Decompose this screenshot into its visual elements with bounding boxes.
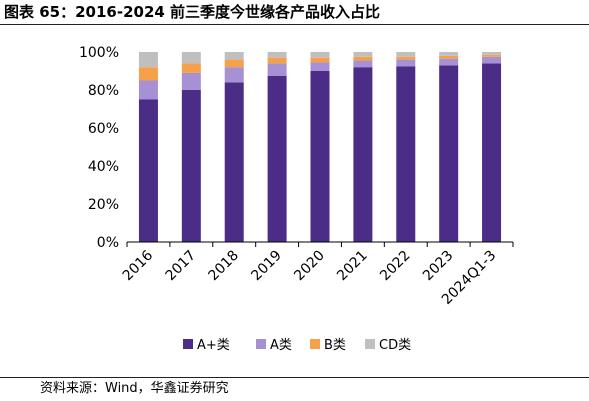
bar-segment-2019-series-3: [267, 52, 287, 58]
bar-segment-2019-series-2: [267, 57, 287, 64]
bar-segment-2016-series-1: [138, 80, 158, 100]
bar-segment-2017-series-0: [181, 90, 201, 242]
bar-segment-2023-series-2: [439, 55, 459, 59]
stacked-bar-chart: 0%20%40%60%80%100% 2016 2017 2018 2019 2020 2…: [79, 45, 514, 353]
bar-segment-2024Q1-3-series-3: [482, 52, 502, 55]
legend-swatch-0: [183, 339, 193, 349]
legend-label-3: CD类: [379, 338, 411, 353]
y-axis-ticks: 0% 20% 40% 60% 80% 100%: [79, 45, 119, 251]
bar-segment-2024Q1-3-series-2: [482, 54, 502, 57]
bar-segment-2021-series-3: [353, 52, 373, 57]
y-tick-label: 0%: [97, 235, 119, 251]
bar-segment-2018-series-1: [224, 67, 244, 83]
bar-segment-2020-series-2: [310, 57, 330, 63]
bar-segment-2018-series-0: [224, 82, 244, 243]
source-note: 资料来源：Wind，华鑫证券研究: [40, 381, 229, 396]
bar-segment-2021-series-1: [353, 60, 373, 68]
bar-segment-2017-series-2: [181, 63, 201, 73]
y-tick-label: 60%: [88, 121, 119, 137]
legend-label-0: A+类: [197, 338, 230, 353]
x-tick-label-2020: 2020: [291, 248, 328, 285]
bar-segment-2023-series-3: [439, 52, 459, 56]
footer-divider: [0, 377, 589, 378]
bar-segment-2021-series-2: [353, 56, 373, 61]
chart-title: 图表 65：2016-2024 前三季度今世缘各产品收入占比: [4, 3, 381, 21]
bar-segment-2024Q1-3-series-0: [482, 63, 502, 243]
bar-segment-2022-series-3: [396, 52, 416, 57]
bar-segment-2020-series-1: [310, 62, 330, 71]
legend-swatch-1: [256, 339, 266, 349]
bar-segment-2019-series-1: [267, 63, 287, 76]
y-tick-label: 100%: [79, 45, 119, 61]
bar-segment-2016-series-3: [138, 52, 158, 68]
bar-segment-2017-series-3: [181, 52, 201, 64]
x-tick-label-2017: 2017: [163, 248, 200, 285]
x-tick-label-2016: 2016: [120, 247, 157, 284]
x-tick-label-2019: 2019: [248, 248, 285, 285]
legend-label-2: B类: [324, 338, 346, 353]
bar-segment-2018-series-3: [224, 52, 244, 60]
legend-label-1: A类: [270, 338, 292, 353]
y-tick-label: 40%: [88, 159, 119, 175]
y-tick-label: 80%: [88, 83, 119, 99]
legend-swatch-2: [310, 339, 320, 349]
bars-layer: [138, 52, 502, 243]
bar-segment-2019-series-0: [267, 75, 287, 242]
bar-segment-2024Q1-3-series-1: [482, 56, 502, 64]
bar-segment-2022-series-0: [396, 66, 416, 242]
legend: A+类 A类 B类 CD类: [183, 338, 411, 353]
bar-segment-2018-series-2: [224, 59, 244, 68]
x-tick-label-2018: 2018: [206, 248, 243, 285]
bar-segment-2022-series-2: [396, 56, 416, 60]
bar-segment-2016-series-0: [138, 99, 158, 242]
x-tick-label-2023: 2023: [420, 248, 457, 285]
bar-segment-2023-series-1: [439, 58, 459, 66]
legend-swatch-3: [365, 339, 375, 349]
bar-segment-2023-series-0: [439, 65, 459, 242]
x-tick-label-2021: 2021: [334, 248, 371, 285]
bar-segment-2021-series-0: [353, 67, 373, 242]
y-tick-label: 20%: [88, 197, 119, 213]
title-divider: [0, 24, 589, 25]
bar-segment-2022-series-1: [396, 59, 416, 67]
x-tick-label-2022: 2022: [377, 248, 414, 285]
bar-segment-2020-series-0: [310, 71, 330, 242]
bar-segment-2016-series-2: [138, 67, 158, 81]
bar-segment-2020-series-3: [310, 52, 330, 58]
bar-segment-2017-series-1: [181, 72, 201, 90]
